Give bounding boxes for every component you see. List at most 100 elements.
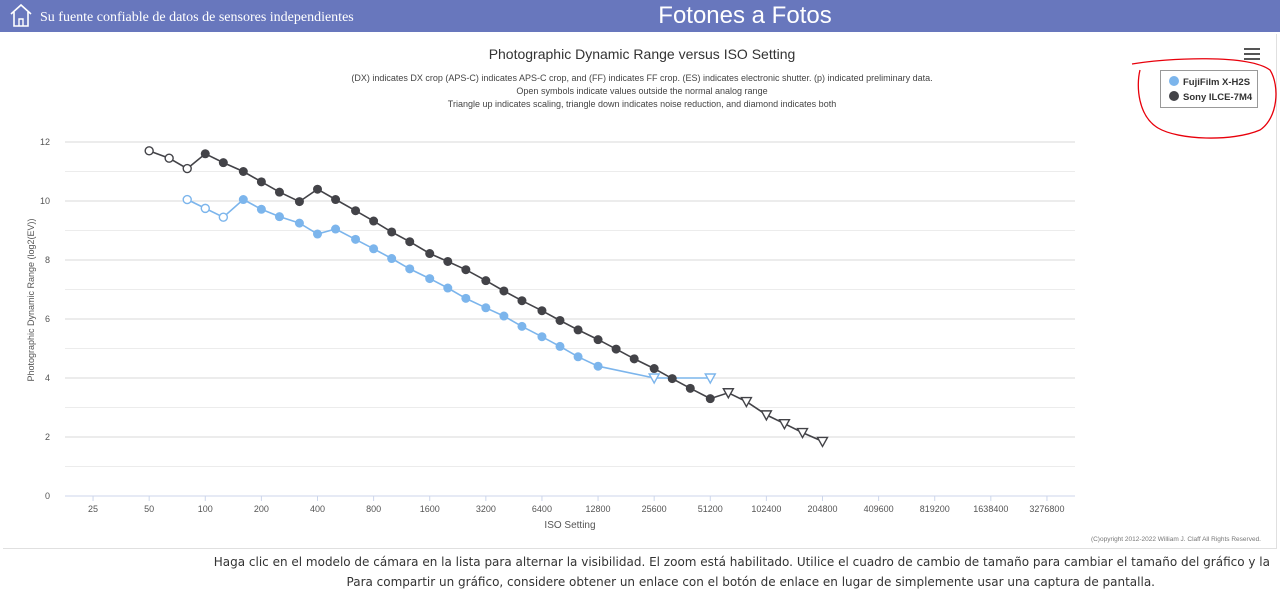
y-tick-label: 2 xyxy=(45,432,50,442)
y-tick-label: 4 xyxy=(45,373,50,383)
data-point-open xyxy=(182,194,192,205)
dynamic-range-chart[interactable]: Photographic Dynamic Range versus ISO Se… xyxy=(0,0,1280,550)
data-point-open xyxy=(182,163,192,174)
x-tick-label: 1600 xyxy=(420,504,440,514)
legend-item-fujifilm[interactable]: FujiFilm X-H2S xyxy=(1169,76,1250,88)
data-point xyxy=(274,212,284,222)
x-tick-label: 3276800 xyxy=(1029,504,1064,514)
y-tick-label: 8 xyxy=(45,255,50,265)
x-axis-title: ISO Setting xyxy=(544,520,595,531)
data-point xyxy=(517,296,527,306)
data-point xyxy=(685,383,695,393)
data-point xyxy=(425,274,435,284)
data-point xyxy=(537,332,547,342)
hamburger-menu-icon[interactable] xyxy=(1244,48,1260,62)
legend-marker-sony xyxy=(1169,91,1179,101)
data-point xyxy=(238,195,248,205)
data-point-triangle xyxy=(796,427,809,440)
data-point xyxy=(331,195,341,205)
data-point-triangle xyxy=(647,373,661,385)
x-tick-label: 12800 xyxy=(586,504,611,514)
data-point xyxy=(294,197,304,207)
data-point-triangle xyxy=(778,419,791,431)
series-sony-ilce-7m4 xyxy=(144,146,829,448)
legend-label-sony: Sony ILCE-7M4 xyxy=(1183,92,1253,103)
x-tick-label: 6400 xyxy=(532,504,552,514)
axes: 0 2 4 6 8 10 12 25 50 100 200 400 800 1600 3200 6400 128… xyxy=(40,137,1075,514)
data-point-open xyxy=(144,146,154,156)
data-point xyxy=(705,394,715,404)
data-point xyxy=(313,184,322,194)
data-point xyxy=(405,237,415,247)
chart-subtitle-line-3: Triangle up indicates scaling, triangle … xyxy=(448,99,836,109)
chart-subtitle-line-1: (DX) indicates DX crop (APS-C) indicates… xyxy=(351,73,932,83)
data-point xyxy=(351,234,361,244)
x-tick-label: 3200 xyxy=(476,504,496,514)
x-tick-label: 25 xyxy=(88,504,98,514)
data-point xyxy=(499,311,509,321)
x-tick-label: 200 xyxy=(254,504,269,514)
data-point xyxy=(256,204,266,214)
y-axis-title: Photographic Dynamic Range (log2(EV)) xyxy=(26,218,36,381)
data-point xyxy=(369,244,379,254)
data-point xyxy=(593,361,603,371)
data-point xyxy=(443,283,453,293)
x-tick-label: 409600 xyxy=(864,504,894,514)
data-point-open xyxy=(164,153,174,163)
legend-marker-fujifilm xyxy=(1169,76,1179,86)
data-point xyxy=(200,149,210,159)
site-brand-title[interactable]: Fotones a Fotos xyxy=(658,2,832,29)
data-point xyxy=(274,187,284,197)
chart-subtitle-line-2: Open symbols indicate values outside the… xyxy=(516,86,767,96)
y-tick-label: 0 xyxy=(45,491,50,501)
data-point xyxy=(238,167,248,176)
series-line xyxy=(148,150,823,443)
data-point xyxy=(517,321,527,331)
data-point xyxy=(461,293,471,303)
x-tick-label: 1638400 xyxy=(973,504,1008,514)
data-point xyxy=(405,264,415,274)
data-point xyxy=(667,374,677,384)
chart-legend: FujiFilm X-H2S Sony ILCE-7M4 xyxy=(1160,70,1258,108)
footer-instructions: Haga clic en el modelo de cámara en la l… xyxy=(0,552,1270,592)
series-layer xyxy=(144,146,829,448)
data-point-triangle xyxy=(816,436,829,448)
data-point-triangle xyxy=(760,410,773,422)
chart-frame xyxy=(3,34,1277,549)
site-tagline: Su fuente confiable de datos de sensores… xyxy=(40,10,354,25)
x-tick-label: 100 xyxy=(198,504,213,514)
data-point xyxy=(218,158,228,168)
data-point xyxy=(256,177,266,187)
data-point xyxy=(461,265,471,275)
data-point xyxy=(425,249,435,259)
data-point xyxy=(387,227,397,237)
data-point xyxy=(593,335,603,345)
legend-item-sony[interactable]: Sony ILCE-7M4 xyxy=(1169,91,1252,103)
data-point xyxy=(351,206,361,216)
x-tick-label: 819200 xyxy=(920,504,950,514)
data-point xyxy=(629,354,639,364)
data-point-triangle xyxy=(722,388,735,400)
data-point xyxy=(313,229,322,239)
footer-line-2: Para compartir un gráfico, considere obt… xyxy=(346,575,1155,589)
data-point xyxy=(294,218,304,228)
chart-title: Photographic Dynamic Range versus ISO Se… xyxy=(489,46,796,62)
series-fujifilm-x-h2s xyxy=(182,194,717,385)
data-point xyxy=(649,364,659,374)
data-point-open xyxy=(200,203,210,214)
data-point xyxy=(555,315,565,325)
data-point-triangle xyxy=(704,373,717,385)
y-tick-label: 10 xyxy=(40,196,50,206)
x-tick-label: 50 xyxy=(144,504,154,514)
y-tick-label: 6 xyxy=(45,314,50,324)
footer-line-1: Haga clic en el modelo de cámara en la l… xyxy=(213,555,1270,569)
x-tick-label: 51200 xyxy=(698,504,723,514)
data-point xyxy=(331,224,341,234)
home-icon[interactable] xyxy=(9,2,33,28)
data-point xyxy=(443,256,453,266)
data-point xyxy=(611,344,621,354)
data-point xyxy=(481,276,491,286)
x-tick-label: 25600 xyxy=(642,504,667,514)
x-tick-label: 102400 xyxy=(751,504,781,514)
data-point-triangle xyxy=(740,396,753,409)
